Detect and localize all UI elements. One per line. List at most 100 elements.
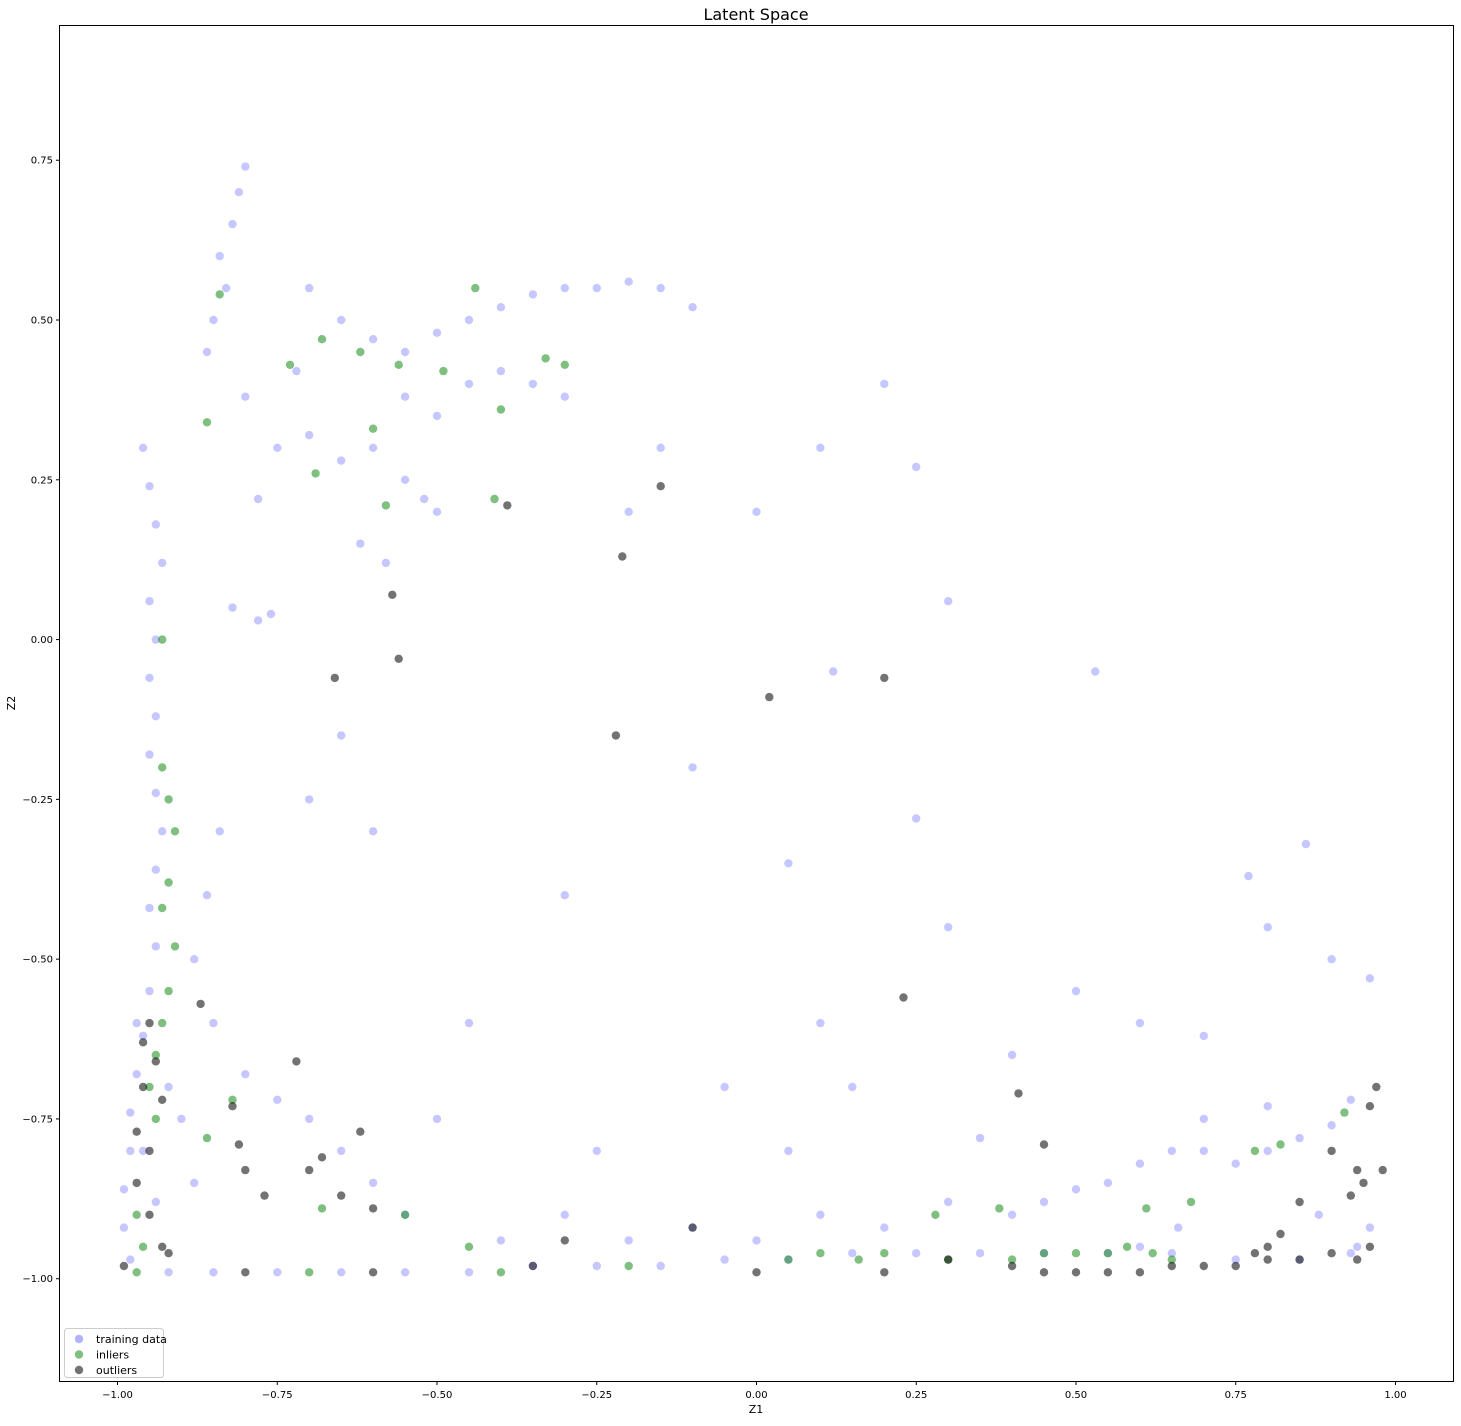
point-outliers-62 xyxy=(241,1268,250,1277)
point-training-data-10 xyxy=(158,827,167,836)
legend-frame xyxy=(64,1328,164,1378)
point-training-data-1 xyxy=(145,482,154,491)
x-tick-label-8: 1.00 xyxy=(1384,1390,1406,1401)
point-inliers-26 xyxy=(202,418,212,427)
point-training-data-6 xyxy=(145,673,154,683)
point-outliers-13 xyxy=(234,1140,244,1149)
point-training-data-61 xyxy=(656,283,665,293)
point-outliers-25 xyxy=(503,501,512,510)
point-inliers-34 xyxy=(1007,1255,1017,1264)
point-inliers-32 xyxy=(880,1249,889,1258)
point-training-data-159 xyxy=(1353,1242,1362,1252)
point-training-data-72 xyxy=(368,443,378,452)
point-training-data-99 xyxy=(1263,1146,1272,1156)
point-training-data-137 xyxy=(368,827,378,836)
point-training-data-68 xyxy=(560,392,569,401)
point-outliers-46 xyxy=(1295,1255,1304,1264)
point-training-data-89 xyxy=(368,1178,378,1188)
point-training-data-71 xyxy=(400,475,410,484)
point-training-data-114 xyxy=(816,1210,825,1220)
point-inliers-30 xyxy=(400,1210,410,1220)
point-training-data-154 xyxy=(177,1114,186,1124)
point-training-data-9 xyxy=(151,788,160,798)
point-training-data-60 xyxy=(624,277,633,286)
point-training-data-105 xyxy=(1071,1185,1081,1194)
point-outliers-22 xyxy=(394,654,403,663)
point-inliers-2 xyxy=(151,1050,160,1060)
point-outliers-28 xyxy=(611,731,621,740)
point-training-data-67 xyxy=(528,379,538,389)
point-inliers-42 xyxy=(995,1204,1004,1213)
point-training-data-109 xyxy=(752,1236,761,1245)
point-training-data-145 xyxy=(592,1146,601,1156)
point-outliers-19 xyxy=(337,1191,346,1200)
point-training-data-0 xyxy=(138,443,148,452)
point-outliers-60 xyxy=(1372,1082,1381,1092)
point-training-data-35 xyxy=(975,1249,985,1258)
x-tick-label-0: −1.00 xyxy=(102,1390,133,1401)
point-outliers-4 xyxy=(158,1095,167,1105)
point-inliers-13 xyxy=(285,360,295,369)
point-training-data-103 xyxy=(1199,1114,1209,1124)
point-inliers-37 xyxy=(1103,1249,1113,1258)
points-layer xyxy=(119,162,1387,1277)
point-training-data-49 xyxy=(241,162,250,171)
point-training-data-22 xyxy=(164,1268,173,1277)
point-training-data-153 xyxy=(132,1018,141,1028)
point-training-data-54 xyxy=(432,328,442,337)
point-training-data-44 xyxy=(221,283,231,293)
point-training-data-129 xyxy=(656,443,665,452)
point-outliers-10 xyxy=(164,1249,173,1258)
point-training-data-30 xyxy=(656,1261,665,1271)
point-outliers-43 xyxy=(1199,1261,1209,1271)
x-tick-label-2: −0.50 xyxy=(422,1390,453,1401)
point-training-data-75 xyxy=(273,443,282,452)
point-inliers-14 xyxy=(317,335,327,344)
point-inliers-27 xyxy=(215,290,224,299)
point-outliers-16 xyxy=(292,1057,301,1066)
point-inliers-49 xyxy=(202,1133,212,1143)
point-training-data-58 xyxy=(560,283,569,293)
point-training-data-7 xyxy=(151,712,160,721)
point-inliers-43 xyxy=(931,1210,940,1220)
point-outliers-44 xyxy=(1231,1261,1240,1271)
point-inliers-5 xyxy=(164,878,173,887)
x-tick-label-7: 0.75 xyxy=(1225,1390,1247,1401)
point-training-data-138 xyxy=(305,795,314,804)
point-outliers-6 xyxy=(145,1146,154,1156)
point-training-data-157 xyxy=(1135,1242,1145,1252)
point-training-data-64 xyxy=(432,411,442,421)
point-training-data-31 xyxy=(720,1255,729,1264)
point-training-data-77 xyxy=(241,392,250,401)
x-axis: −1.00 −0.75 −0.50 −0.25 0.00 0.25 0.50 0.75 1.00 xyxy=(102,1381,1407,1401)
point-training-data-85 xyxy=(241,1070,250,1079)
point-training-data-92 xyxy=(202,891,212,900)
point-outliers-64 xyxy=(528,1261,538,1271)
point-inliers-41 xyxy=(816,1249,825,1258)
point-training-data-69 xyxy=(420,494,429,504)
point-training-data-16 xyxy=(132,1070,141,1079)
legend-label-1: inliers xyxy=(96,1349,129,1362)
point-outliers-26 xyxy=(618,552,627,561)
point-training-data-18 xyxy=(126,1146,135,1156)
point-outliers-30 xyxy=(880,673,889,683)
point-training-data-121 xyxy=(464,1018,474,1028)
point-training-data-132 xyxy=(944,597,953,606)
point-training-data-51 xyxy=(337,315,346,325)
point-outliers-20 xyxy=(356,1127,365,1136)
point-inliers-3 xyxy=(170,942,180,951)
point-outliers-58 xyxy=(1353,1165,1362,1175)
point-training-data-14 xyxy=(145,986,154,996)
point-outliers-9 xyxy=(158,1242,167,1252)
y-tick-label-7: 0.75 xyxy=(31,156,53,167)
point-inliers-19 xyxy=(541,354,550,363)
point-outliers-3 xyxy=(138,1082,148,1092)
point-training-data-66 xyxy=(496,366,506,376)
point-inliers-36 xyxy=(1071,1249,1081,1258)
point-training-data-95 xyxy=(1135,1159,1145,1168)
point-inliers-55 xyxy=(784,1255,793,1264)
point-outliers-34 xyxy=(688,1223,697,1232)
point-training-data-45 xyxy=(209,315,218,325)
point-outliers-63 xyxy=(368,1268,378,1277)
